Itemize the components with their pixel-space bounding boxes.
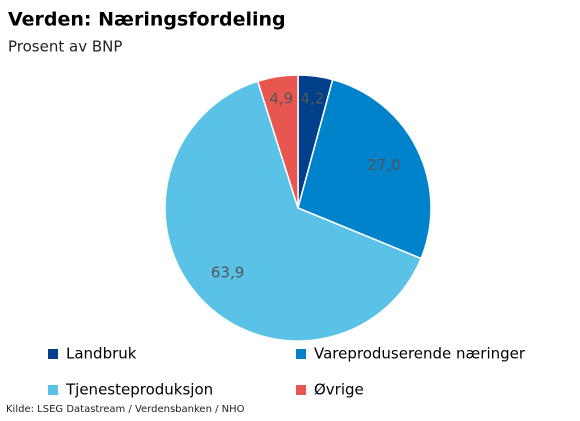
pie-slice [256,74,299,209]
legend-swatch [296,349,306,359]
pie-slice [297,78,432,260]
source: Kilde: LSEG Datastream / Verdensbanken /… [6,404,245,415]
chart-title: Verden: Næringsfordeling [8,9,286,31]
data-label: 4,9 [269,89,293,107]
legend-swatch [296,385,306,395]
legend-label: Øvrige [314,381,364,399]
chart-subtitle: Prosent av BNP [8,38,122,56]
data-label: 4,2 [300,89,324,107]
legend-swatch [48,385,58,395]
pie-slice [164,80,423,342]
data-label: 63,9 [211,263,244,281]
legend-swatch [48,349,58,359]
legend-label: Landbruk [66,345,137,363]
legend-label: Vareproduserende næringer [314,345,526,363]
data-label: 27,0 [367,156,400,174]
legend-label: Tjenesteproduksjon [65,381,213,399]
